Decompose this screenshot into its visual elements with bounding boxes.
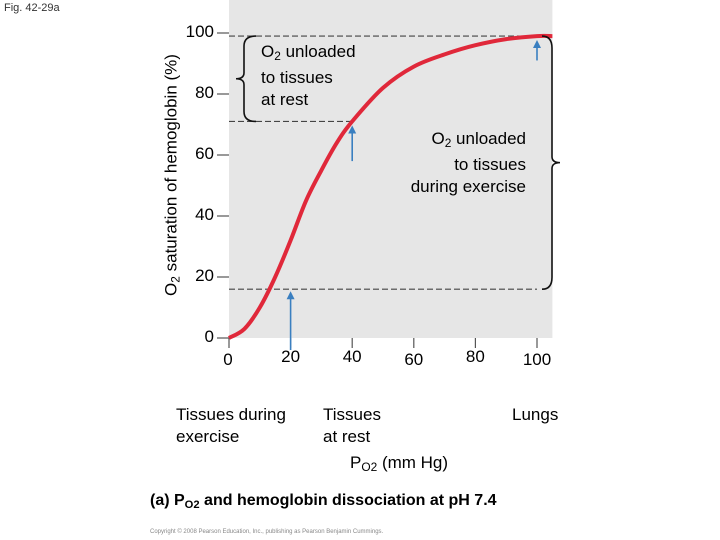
- annotation-exercise-part: to tissues: [454, 155, 526, 174]
- arrows: [286, 40, 541, 350]
- brace-exercise: [541, 35, 561, 290]
- annotation-rest-line-2: to tissues: [261, 67, 356, 89]
- annotation-exercise-part: during exercise: [410, 177, 526, 196]
- x-category-tissues-rest-part: at rest: [323, 427, 371, 446]
- x-category-tissues-exercise: Tissues during exercise: [176, 404, 286, 448]
- annotation-exercise-part: unloaded: [451, 129, 526, 148]
- x-axis-title: PO2 (mm Hg): [350, 452, 448, 478]
- arrow-tissues-exercise: [286, 291, 295, 350]
- x-category-tissues-rest-line-2: at rest: [323, 426, 381, 448]
- annotation-exercise-line-1: O2 unloaded: [360, 128, 526, 154]
- x-tick-label-100: 100: [522, 350, 552, 369]
- annotation-rest-part: at rest: [261, 90, 309, 109]
- y-tick-label-40: 40: [195, 205, 214, 224]
- y-tick-label-80: 80: [195, 83, 214, 102]
- braces: [235, 35, 561, 290]
- annotation-exercise-part: 2: [444, 136, 452, 150]
- x-axis-title-sub: O2: [361, 460, 378, 474]
- annotation-exercise: O2 unloaded to tissues during exercise: [360, 128, 526, 198]
- annotation-rest: O2 unloaded to tissues at rest: [261, 41, 356, 111]
- x-tick-label-0: 0: [223, 350, 233, 369]
- annotation-rest-part: O: [261, 42, 275, 61]
- x-category-tissues-rest-line-1: Tissues: [323, 404, 381, 426]
- x-category-tissues-exercise-part: Tissues during: [176, 405, 286, 424]
- x-category-tissues-exercise-part: exercise: [176, 427, 240, 446]
- figure-label: Fig. 42-29a: [4, 2, 60, 14]
- annotation-rest-part: 2: [274, 49, 281, 63]
- y-tick-label-20: 20: [195, 266, 214, 285]
- copyright-notice: Copyright © 2008 Pearson Education, Inc.…: [150, 529, 384, 535]
- annotation-exercise-line-2: to tissues: [360, 154, 526, 176]
- figure-caption: (a) PO2 and hemoglobin dissociation at p…: [150, 492, 497, 511]
- y-tick-label-60: 60: [195, 144, 214, 163]
- caption-prefix: (a) P: [150, 492, 185, 509]
- x-category-tissues-exercise-line-2: exercise: [176, 426, 286, 448]
- x-category-lungs-part: Lungs: [512, 405, 559, 424]
- x-tick-label-60: 60: [404, 350, 424, 369]
- annotation-rest-part: to tissues: [261, 68, 333, 87]
- arrow-lungs: [533, 40, 541, 61]
- arrow-tissues-rest-head: [348, 125, 357, 134]
- annotation-rest-part: unloaded: [280, 42, 356, 61]
- x-category-tissues-rest: Tissues at rest: [323, 404, 381, 448]
- annotation-rest-line-3: at rest: [261, 89, 356, 111]
- x-category-tissues-exercise-line-1: Tissues during: [176, 404, 286, 426]
- brace-rest: [235, 35, 257, 123]
- caption-suffix: and hemoglobin dissociation at pH 7.4: [199, 492, 497, 509]
- annotation-exercise-line-3: during exercise: [360, 176, 526, 198]
- x-category-tissues-rest-part: Tissues: [323, 405, 381, 424]
- x-category-lungs: Lungs: [512, 404, 558, 426]
- dissociation-curve: [228, 33, 553, 340]
- x-axis-title-prefix: P: [350, 453, 362, 472]
- x-axis-title-suffix: (mm Hg): [377, 453, 449, 472]
- plot-background: [229, 0, 553, 338]
- arrow-tissues-rest: [348, 125, 357, 162]
- reference-lines: [229, 35, 537, 290]
- y-tick-label-0: 0: [204, 327, 214, 346]
- x-tick-label-20: 20: [281, 347, 301, 366]
- caption-sub: O2: [184, 499, 200, 511]
- x-category-lungs-line-1: Lungs: [512, 404, 558, 426]
- x-tick-label-80: 80: [465, 347, 485, 366]
- annotation-rest-line-1: O2 unloaded: [261, 41, 356, 67]
- y-tick-label-100: 100: [185, 22, 214, 41]
- annotation-exercise-part: O: [431, 129, 445, 148]
- arrow-tissues-exercise-head: [286, 291, 295, 300]
- arrow-lungs-head: [533, 40, 541, 49]
- x-tick-label-40: 40: [342, 347, 362, 366]
